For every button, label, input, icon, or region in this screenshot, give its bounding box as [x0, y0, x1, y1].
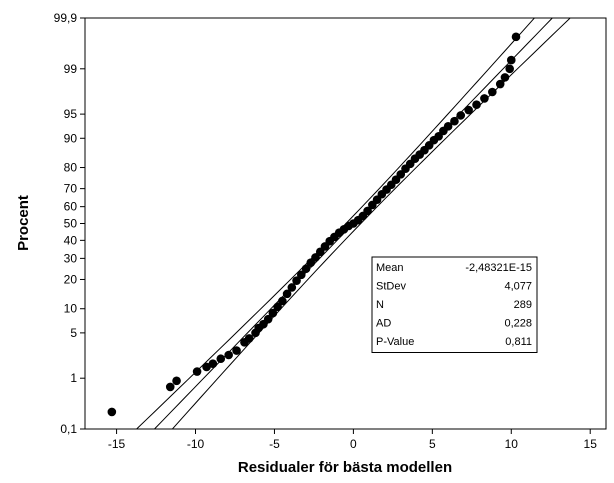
- data-point: [456, 111, 466, 120]
- stat-value: 0,228: [504, 318, 532, 330]
- y-tick-label: 80: [64, 161, 78, 175]
- data-point: [273, 302, 282, 312]
- data-point: [506, 55, 516, 65]
- data-point: [287, 283, 297, 292]
- stat-value: -2,48321E-15: [465, 262, 532, 274]
- y-tick-label: 40: [64, 233, 78, 247]
- statistics-box: Mean -2,48321E-15 StDev 4,077 N 289 AD 0,228 P-V…: [371, 256, 538, 353]
- stat-label: P-Value: [376, 336, 414, 348]
- y-tick-label: 30: [64, 251, 78, 265]
- data-point: [268, 308, 278, 318]
- x-axis-title: Residualer för bästa modellen: [238, 459, 452, 476]
- data-point: [488, 87, 497, 97]
- data-point: [396, 170, 406, 179]
- data-point: [472, 100, 481, 109]
- data-point: [282, 289, 292, 299]
- data-point: [511, 32, 521, 42]
- data-point: [292, 276, 301, 285]
- confidence-upper-line: [135, 18, 536, 429]
- confidence-lower-line: [171, 18, 571, 429]
- y-tick-label: 99,9: [54, 11, 78, 25]
- stat-value: 289: [514, 299, 532, 311]
- data-point: [278, 296, 287, 306]
- y-tick-label: 60: [64, 200, 78, 214]
- data-point: [216, 354, 226, 364]
- stat-value: 4,077: [504, 281, 532, 293]
- y-tick-label: 20: [64, 272, 78, 286]
- x-axis: -15 -10 -5 0 5 10 15: [108, 429, 597, 451]
- data-point: [192, 367, 202, 376]
- y-tick-label: 90: [64, 131, 78, 145]
- stat-label: StDev: [376, 281, 406, 293]
- data-point: [107, 407, 117, 417]
- data-point: [202, 362, 211, 372]
- stat-label: N: [376, 299, 384, 311]
- data-point: [165, 382, 175, 392]
- y-tick-label: 70: [64, 182, 78, 196]
- y-tick-label: 50: [64, 217, 78, 231]
- y-tick-label: 10: [64, 302, 78, 316]
- stat-value: 0,811: [505, 336, 532, 348]
- y-axis-title: Procent: [15, 195, 32, 251]
- x-tick-label: 10: [505, 437, 519, 451]
- data-point: [500, 73, 510, 82]
- y-tick-label: 5: [70, 326, 77, 340]
- stat-label: AD: [376, 318, 391, 330]
- x-tick-label: -15: [108, 437, 126, 451]
- data-point: [296, 270, 306, 280]
- statistics-box-frame: [371, 256, 538, 353]
- data-point: [480, 94, 489, 103]
- x-tick-label: -5: [269, 437, 280, 451]
- data-point: [505, 64, 514, 74]
- confidence-band-lines: [135, 18, 571, 429]
- x-tick-label: 15: [584, 437, 598, 451]
- y-tick-label: 1: [70, 371, 77, 385]
- y-tick-label: 0,1: [60, 422, 77, 436]
- x-tick-label: 5: [429, 437, 436, 451]
- data-point: [263, 314, 273, 324]
- data-point: [443, 122, 453, 131]
- y-tick-label: 99: [64, 62, 78, 76]
- data-point: [208, 359, 218, 369]
- stat-label: Mean: [376, 262, 404, 274]
- x-tick-label: -10: [187, 437, 205, 451]
- data-point: [244, 334, 254, 343]
- data-point: [464, 105, 473, 115]
- data-point: [363, 206, 372, 216]
- data-points: [107, 32, 521, 417]
- data-point: [232, 346, 241, 355]
- y-axis: 0,1 1 5 10 20 30 40 50 60 70 80 90 95 99 99,9: [54, 11, 85, 436]
- data-point: [224, 350, 233, 360]
- data-point: [301, 264, 311, 274]
- data-point: [172, 376, 181, 386]
- data-point: [495, 79, 505, 89]
- y-tick-label: 95: [64, 107, 78, 121]
- data-point: [450, 116, 459, 126]
- x-tick-label: 0: [350, 437, 357, 451]
